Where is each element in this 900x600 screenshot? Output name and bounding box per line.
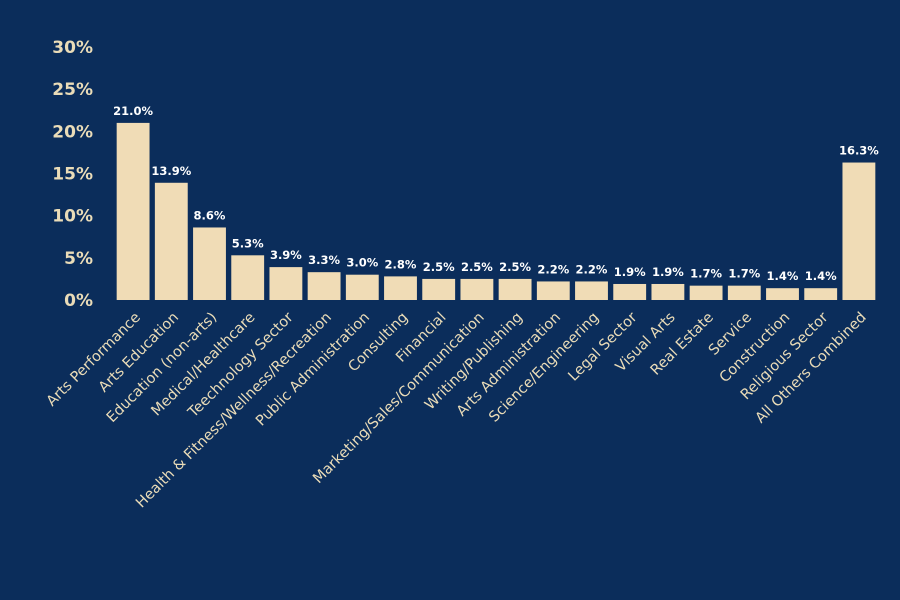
y-tick-label: 5%: [64, 249, 93, 269]
data-label: 5.3%: [232, 236, 264, 250]
data-label: 3.9%: [270, 248, 302, 262]
bar: [766, 288, 799, 300]
y-tick-label: 10%: [52, 207, 93, 227]
data-label: 2.8%: [385, 257, 417, 271]
bar: [651, 283, 685, 300]
bar: [536, 281, 570, 300]
data-label: 2.5%: [499, 260, 531, 274]
y-tick-label: 25%: [52, 80, 93, 100]
bar: [498, 278, 532, 300]
bar: [842, 162, 876, 300]
data-label: 13.9%: [151, 164, 191, 178]
bar: [422, 278, 456, 300]
y-tick-label: 0%: [64, 291, 93, 311]
bar: [727, 285, 761, 300]
bar: [116, 122, 150, 301]
data-label: 2.5%: [423, 260, 455, 274]
data-label: 3.3%: [308, 253, 340, 267]
data-label: 1.7%: [690, 267, 722, 281]
bar: [804, 288, 838, 300]
data-label: 1.9%: [614, 265, 646, 279]
y-tick-label: 15%: [52, 165, 93, 185]
data-label: 1.4%: [767, 269, 799, 283]
data-label: 2.5%: [461, 260, 493, 274]
data-label: 1.4%: [805, 269, 837, 283]
bar: [345, 274, 379, 300]
bar: [613, 283, 647, 300]
y-tick-label: 20%: [52, 122, 93, 142]
data-label: 1.9%: [652, 265, 684, 279]
bar: [384, 276, 417, 300]
bar: [231, 255, 265, 300]
data-label: 3.0%: [346, 256, 378, 270]
data-label: 1.7%: [728, 267, 760, 281]
bar: [689, 285, 723, 300]
bar: [269, 267, 303, 300]
data-label: 2.2%: [537, 262, 569, 276]
bar: [575, 281, 608, 300]
bar: [154, 182, 188, 300]
bar: [307, 272, 341, 300]
bar: [460, 278, 494, 300]
bar: [193, 227, 226, 300]
data-label: 2.2%: [576, 262, 608, 276]
data-label: 21.0%: [113, 104, 153, 118]
y-tick-label: 30%: [52, 38, 93, 58]
data-label: 8.6%: [194, 208, 226, 222]
data-label: 16.3%: [839, 144, 879, 158]
